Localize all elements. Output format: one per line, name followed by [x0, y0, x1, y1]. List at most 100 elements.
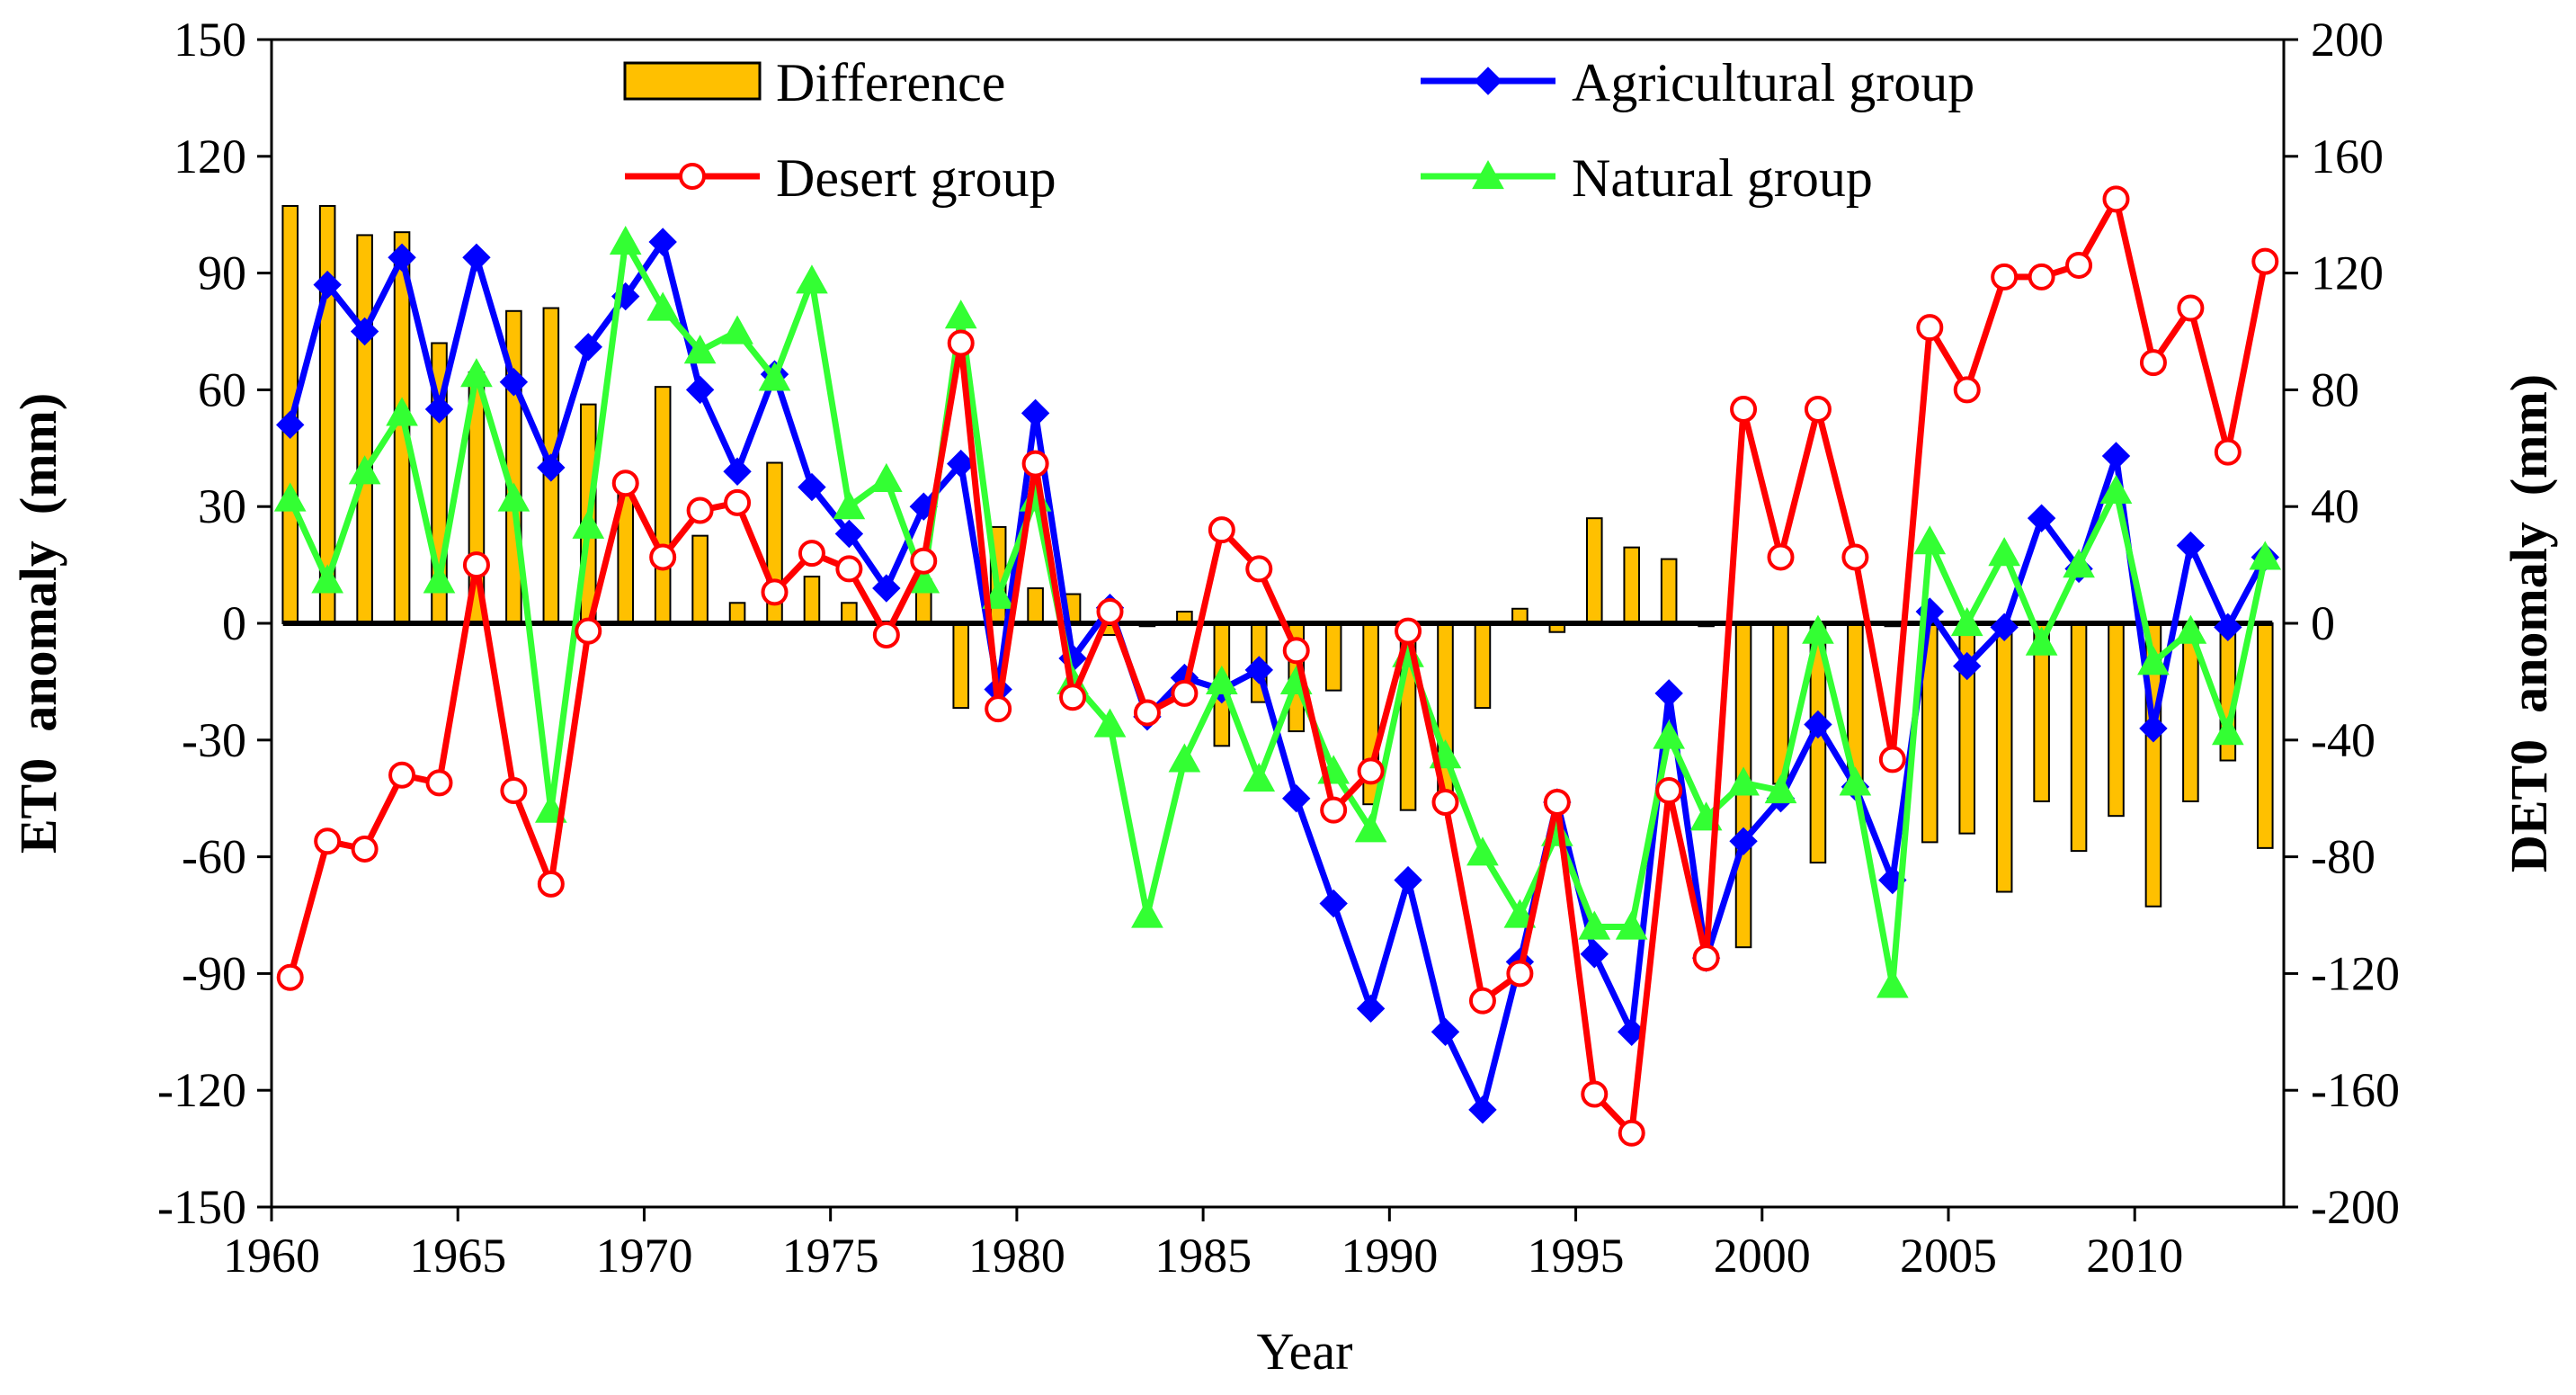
natural-group-point: [2063, 549, 2095, 578]
natural-group-point: [1131, 899, 1163, 928]
agricultural-group-point: [798, 472, 826, 502]
y-right-tick-label: -120: [2311, 946, 2400, 1000]
agricultural-group-point: [350, 317, 379, 346]
natural-group-point: [1093, 708, 1127, 738]
y-left-tick-label: -120: [157, 1063, 246, 1117]
legend-swatch: [623, 61, 762, 101]
x-tick-label: 1960: [223, 1229, 320, 1283]
legend-item-agricultural-group: Agricultural group: [1421, 53, 1974, 112]
agricultural-group-point: [1654, 679, 1683, 708]
desert-group-point: [314, 827, 342, 855]
natural-group-point: [646, 291, 680, 321]
agricultural-group-point: [537, 453, 566, 482]
y-left-tick-label: -150: [157, 1180, 246, 1234]
agricultural-group-point: [574, 333, 602, 362]
desert-group-point: [388, 761, 416, 789]
desert-group-point: [575, 617, 602, 645]
difference-bar: [1995, 622, 2013, 893]
y-right-tick-label: 40: [2311, 479, 2359, 533]
y-right-tick-label: 120: [2311, 246, 2384, 300]
natural-group-point: [1913, 525, 1947, 555]
natural-group-point: [2174, 614, 2207, 644]
natural-group-point: [1802, 614, 1834, 644]
desert-group-point: [649, 543, 677, 571]
desert-group-point: [1059, 684, 1087, 711]
x-tick-label: 1985: [1154, 1229, 1252, 1283]
legend-label: Agricultural group: [1572, 53, 1974, 112]
y-right-tick-label: -40: [2311, 713, 2375, 767]
legend: Difference Agricultural group Desert group…: [623, 53, 1974, 208]
natural-group-point: [1354, 813, 1387, 843]
y-axis-left-title: ET0 anomaly (mm): [9, 393, 67, 854]
agricultural-group-point: [1282, 783, 1311, 813]
desert-group-point: [724, 488, 752, 516]
agricultural-group-point: [1356, 994, 1386, 1024]
difference-bar: [1324, 622, 1342, 692]
natural-group-point: [2211, 716, 2244, 746]
agricultural-group-point: [723, 457, 752, 486]
difference-bar: [1585, 517, 1603, 624]
y-right-tick-label: 160: [2311, 130, 2384, 183]
y-left-tick-label: 0: [222, 596, 246, 650]
y-axis-right-title: DET0 anomaly (mm): [2500, 374, 2558, 872]
desert-group-point: [947, 329, 975, 357]
x-tick-label: 1990: [1341, 1229, 1438, 1283]
natural-group-point: [2249, 541, 2282, 570]
agricultural-group-point: [2027, 504, 2056, 532]
desert-group-point: [910, 547, 938, 575]
desert-group-point: [1431, 789, 1459, 817]
desert-group-point: [1395, 617, 1422, 645]
natural-group-point: [273, 482, 307, 512]
y-left-tick-label: -60: [182, 830, 246, 884]
natural-group-point: [1950, 606, 1983, 637]
line-series-group: [273, 185, 2282, 1147]
desert-group-point: [2139, 349, 2167, 377]
desert-group-point: [1841, 543, 1869, 571]
agricultural-group-point: [1244, 656, 1273, 684]
legend-swatch-marker: [1472, 159, 1504, 190]
natural-group-point: [460, 358, 493, 388]
agricultural-group-point: [388, 243, 416, 273]
desert-group-point: [1320, 796, 1348, 824]
desert-group-point: [611, 469, 639, 497]
natural-group-point: [609, 225, 642, 255]
desert-group-point: [1171, 679, 1199, 707]
x-axis-title: Year: [1257, 1322, 1353, 1381]
natural-group-point: [1466, 836, 1499, 866]
y-right-tick-label: 0: [2311, 596, 2335, 650]
legend-item-difference: Difference: [623, 53, 1005, 112]
difference-bar: [691, 534, 709, 625]
natural-group-point: [386, 397, 418, 426]
natural-group-point: [1578, 910, 1611, 940]
agricultural-group-point: [424, 395, 454, 424]
desert-group-point: [1655, 777, 1683, 805]
natural-group-point: [1876, 969, 1909, 998]
agricultural-group-point: [1729, 827, 1758, 856]
desert-group-point: [1916, 314, 1944, 342]
difference-bar: [2108, 622, 2125, 818]
desert-group-point: [1804, 396, 1832, 424]
x-tick-label: 2005: [1900, 1229, 1997, 1283]
desert-group-point: [1021, 450, 1049, 478]
difference-bar: [2070, 622, 2088, 853]
legend-swatch-marker: [1474, 67, 1502, 95]
legend-label: Desert group: [776, 148, 1056, 208]
agricultural-group-point: [872, 574, 901, 603]
natural-group-point: [1727, 766, 1760, 796]
desert-group-point: [1991, 263, 2019, 291]
legend-item-desert-group: Desert group: [625, 148, 1056, 208]
agricultural-group-point: [1468, 1095, 1497, 1124]
desert-group-point: [1618, 1119, 1645, 1147]
x-tick-label: 2000: [1714, 1229, 1811, 1283]
natural-group-point: [869, 462, 903, 493]
desert-group-point: [1730, 396, 1758, 424]
x-tick-label: 1975: [782, 1229, 879, 1283]
agricultural-group-point: [685, 375, 715, 405]
x-tick-label: 1965: [409, 1229, 506, 1283]
desert-group-point: [761, 578, 789, 606]
natural-group-point: [1839, 766, 1872, 796]
agricultural-group-point: [2139, 714, 2168, 743]
natural-group-point: [1615, 910, 1648, 940]
desert-group-series: [276, 185, 2279, 1147]
